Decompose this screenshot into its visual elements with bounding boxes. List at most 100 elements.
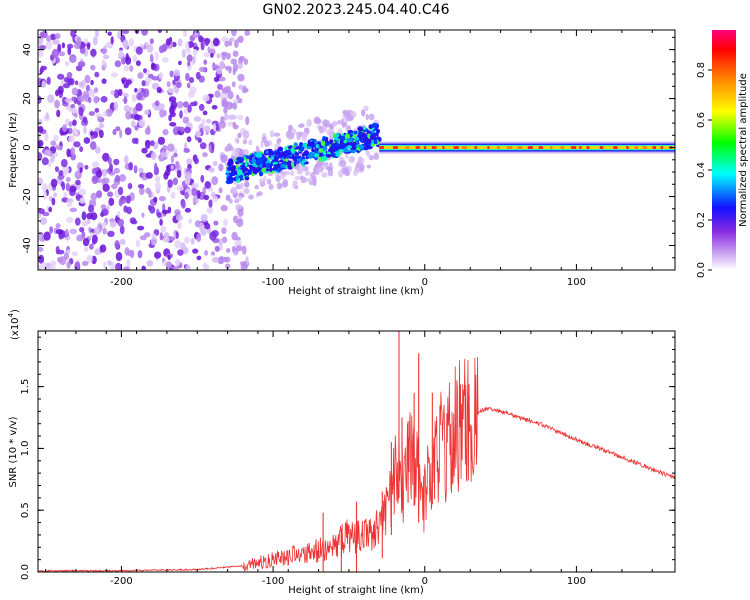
noise-blob xyxy=(102,111,107,117)
noise-blob xyxy=(128,38,135,47)
noise-blob xyxy=(66,249,71,254)
noise-blob xyxy=(159,218,163,226)
noise-blob xyxy=(154,251,162,259)
noise-blob xyxy=(44,149,51,156)
noise-blob xyxy=(43,191,47,200)
noise-blob xyxy=(55,223,61,229)
noise-blob xyxy=(146,44,154,53)
noise-blob xyxy=(243,88,249,93)
noise-blob xyxy=(77,61,86,68)
signal-blob xyxy=(314,153,318,158)
colorbar-tick-label: 0.6 xyxy=(696,112,707,128)
signal-blob xyxy=(265,150,269,154)
noise-blob xyxy=(185,264,191,270)
y-tick-label: -40 xyxy=(22,237,33,253)
noise-blob xyxy=(167,87,176,94)
signal-blob xyxy=(335,133,340,138)
noise-blob xyxy=(102,152,110,162)
noise-blob xyxy=(131,120,136,128)
noise-blob xyxy=(166,81,171,88)
signal-halo xyxy=(230,186,238,194)
noise-blob xyxy=(200,174,205,183)
noise-blob xyxy=(71,96,76,102)
noise-blob xyxy=(211,192,216,198)
signal-blob xyxy=(315,144,320,149)
signal-blob xyxy=(245,155,251,159)
spectrogram-marks xyxy=(38,30,675,270)
signal-blob xyxy=(322,150,327,155)
signal-halo xyxy=(373,152,379,160)
noise-blob xyxy=(225,65,230,71)
noise-blob xyxy=(133,165,138,174)
noise-blob xyxy=(221,227,227,235)
carrier-peak xyxy=(652,146,656,149)
noise-blob xyxy=(81,260,89,267)
noise-blob xyxy=(81,211,87,221)
noise-blob xyxy=(156,86,162,93)
signal-halo xyxy=(248,139,253,146)
noise-blob xyxy=(62,83,71,89)
noise-blob xyxy=(181,48,186,58)
signal-halo xyxy=(306,119,312,127)
noise-blob xyxy=(56,109,61,118)
noise-blob xyxy=(214,90,221,98)
noise-blob xyxy=(182,30,188,37)
signal-halo xyxy=(326,128,334,136)
noise-blob xyxy=(55,245,60,255)
noise-blob xyxy=(78,82,85,87)
noise-blob xyxy=(136,92,143,101)
noise-blob xyxy=(191,188,198,196)
signal-blob xyxy=(293,142,298,147)
noise-blob xyxy=(50,260,57,267)
colorbar-label: Normalized spectral amplitude xyxy=(738,73,749,227)
signal-halo xyxy=(365,113,369,121)
noise-blob xyxy=(124,155,129,165)
signal-blob xyxy=(311,141,315,146)
signal-halo xyxy=(285,131,290,138)
noise-blob xyxy=(101,207,109,216)
signal-blob xyxy=(329,139,334,144)
noise-blob xyxy=(218,163,224,172)
noise-blob xyxy=(131,94,137,103)
signal-blob xyxy=(269,151,276,156)
noise-blob xyxy=(241,245,247,255)
noise-blob xyxy=(173,69,181,77)
signal-blob xyxy=(325,137,329,142)
noise-blob xyxy=(186,136,192,143)
noise-blob xyxy=(173,152,178,158)
noise-blob xyxy=(172,266,179,270)
signal-blob xyxy=(251,158,256,164)
signal-blob xyxy=(235,161,241,165)
noise-blob xyxy=(63,77,70,83)
noise-blob xyxy=(157,136,166,145)
noise-blob xyxy=(205,118,212,124)
noise-blob xyxy=(57,85,64,95)
noise-blob xyxy=(199,222,205,232)
noise-blob xyxy=(78,106,84,116)
noise-blob xyxy=(232,102,238,110)
noise-blob xyxy=(202,110,208,116)
noise-blob xyxy=(51,197,56,206)
snr-ticks: -200 -100 0 100 0.0 0.5 1.0 1.5 xyxy=(20,331,675,587)
noise-blob xyxy=(74,170,82,180)
noise-blob xyxy=(139,235,147,241)
noise-blob xyxy=(73,141,81,148)
noise-blob xyxy=(102,168,107,177)
noise-blob xyxy=(220,116,225,124)
signal-blob xyxy=(270,156,275,161)
carrier-peak xyxy=(626,146,629,149)
noise-blob xyxy=(134,87,138,93)
signal-blob xyxy=(263,156,267,160)
noise-blob xyxy=(123,266,130,270)
noise-blob xyxy=(226,248,231,253)
noise-blob xyxy=(212,123,216,132)
noise-blob xyxy=(163,172,169,180)
noise-blob xyxy=(193,116,202,122)
signal-halo xyxy=(361,109,366,117)
noise-blob xyxy=(122,92,129,98)
noise-blob xyxy=(123,65,129,72)
noise-blob xyxy=(107,230,115,238)
signal-blob xyxy=(361,132,367,138)
noise-blob xyxy=(208,199,213,208)
